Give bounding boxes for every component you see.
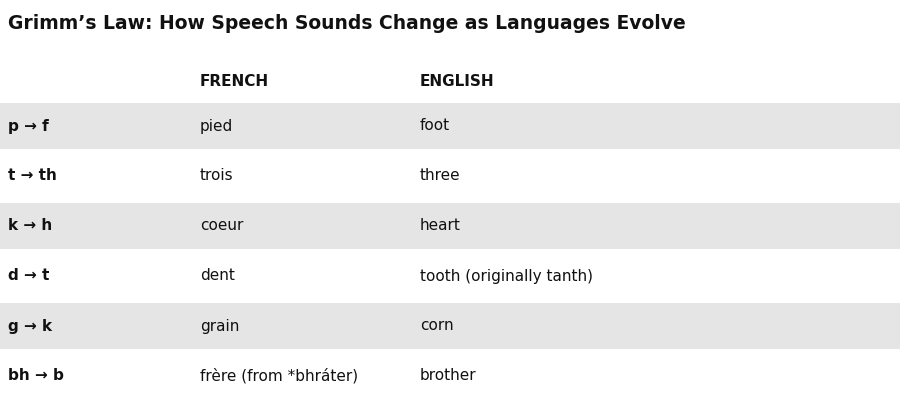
Text: FRENCH: FRENCH [200,75,269,90]
Text: dent: dent [200,269,235,284]
Text: foot: foot [420,118,450,134]
Text: grain: grain [200,318,239,333]
Text: coeur: coeur [200,218,243,233]
Bar [0,153,900,199]
Text: p → f: p → f [8,118,49,134]
Text: trois: trois [200,169,234,184]
Bar [0,103,900,149]
Bar [0,353,900,395]
Text: three: three [420,169,461,184]
Text: tooth (originally tanth): tooth (originally tanth) [420,269,593,284]
Bar [0,253,900,299]
Text: g → k: g → k [8,318,52,333]
Text: ENGLISH: ENGLISH [420,75,495,90]
Text: t → th: t → th [8,169,57,184]
Text: frère (from *bhráter): frère (from *bhráter) [200,368,358,384]
Text: heart: heart [420,218,461,233]
Bar [0,303,900,349]
Text: bh → b: bh → b [8,369,64,384]
Text: Grimm’s Law: How Speech Sounds Change as Languages Evolve: Grimm’s Law: How Speech Sounds Change as… [8,14,686,33]
Text: pied: pied [200,118,233,134]
Text: brother: brother [420,369,477,384]
Text: corn: corn [420,318,454,333]
Text: k → h: k → h [8,218,52,233]
Bar [0,203,900,249]
Text: d → t: d → t [8,269,50,284]
